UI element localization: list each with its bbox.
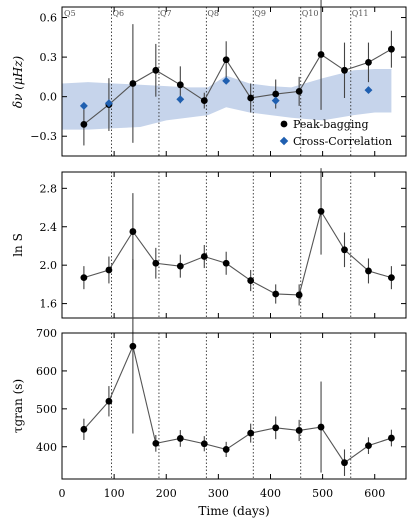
- plot-frame: [61, 6, 407, 157]
- y-tick-label: 1.6: [40, 298, 58, 311]
- quarter-label: Q11: [352, 9, 369, 18]
- plot-frame: [61, 332, 407, 480]
- data-point: [105, 266, 113, 274]
- data-point: [105, 397, 113, 405]
- data-point: [247, 429, 255, 437]
- data-point: [129, 342, 137, 350]
- quarter-boundary-lines: [111, 172, 352, 318]
- data-point: [341, 66, 348, 74]
- y-tick-label: 2.4: [40, 221, 58, 234]
- data-point: [176, 81, 184, 89]
- x-tick-label: 500: [312, 487, 333, 500]
- y-tick-label: 600: [36, 365, 57, 378]
- x-tick-label: 600: [364, 487, 385, 500]
- data-point-cross-correlation: [79, 101, 88, 110]
- y-tick-label: 400: [36, 441, 57, 454]
- data-point: [272, 90, 280, 98]
- legend-label-cross-correlation: Cross-Correlation: [293, 135, 392, 148]
- data-point: [272, 290, 280, 298]
- y-tick-label: 700: [36, 327, 57, 340]
- data-point: [176, 435, 184, 442]
- data-point: [152, 259, 160, 267]
- data-point: [317, 207, 325, 215]
- y-tick-label: −0.3: [30, 130, 57, 143]
- data-point: [365, 267, 372, 275]
- x-tick-label: 0: [59, 487, 66, 500]
- series-line: [83, 344, 392, 464]
- legend-label-peak-bagging: Peak-bagging: [293, 118, 369, 131]
- x-tick-label: 200: [156, 487, 177, 500]
- data-point: [152, 439, 160, 447]
- data-point: [200, 97, 208, 105]
- data-point-cross-correlation: [104, 99, 113, 108]
- panel-tau-gran: 400 500 600 700 0 100 200 300 400 500 600 τgran (…: [11, 259, 407, 518]
- y-axis-label: ln S: [11, 233, 25, 257]
- x-axis-label: Time (days): [198, 504, 269, 518]
- data-point: [129, 228, 137, 235]
- legend: Peak-bagging Cross-Correlation: [279, 118, 392, 148]
- quarter-label: Q8: [207, 9, 219, 18]
- quarter-boundary-lines: [111, 7, 352, 156]
- y-axis-label: δν (μHz): [11, 56, 25, 109]
- data-point: [388, 434, 395, 442]
- data-point: [388, 45, 395, 53]
- data-point: [222, 56, 230, 64]
- data-point: [365, 442, 372, 450]
- data-point: [317, 423, 325, 431]
- data-point: [247, 94, 255, 102]
- data-point: [222, 446, 230, 453]
- data-point: [317, 51, 325, 58]
- x-tick-label: 400: [260, 487, 281, 500]
- panel-frequency-shift: Q5 Q6 Q7 Q8 Q9 Q10 Q11 −0.30.00.30.6 δν (μHz) …: [11, 0, 407, 157]
- y-axis-label: τgran (s): [11, 379, 25, 433]
- data-point: [129, 80, 137, 87]
- data-point: [152, 66, 160, 74]
- quarter-label: Q6: [113, 9, 125, 18]
- legend-marker-peak-bagging: [280, 120, 288, 128]
- y-tick-label: 0.3: [40, 51, 58, 64]
- series-line: [83, 209, 392, 296]
- panel-ln-s: 1.6 2.0 2.4 2.8 ln S: [11, 168, 407, 319]
- quarter-labels: Q5 Q6 Q7 Q8 Q9 Q10 Q11: [64, 9, 368, 18]
- data-point: [295, 291, 303, 299]
- data-point: [200, 440, 208, 448]
- data-point: [222, 259, 230, 267]
- quarter-label: Q7: [160, 9, 172, 18]
- x-tick-label: 300: [208, 487, 229, 500]
- plot-frame: [61, 171, 407, 319]
- uncertainty-band: [62, 68, 392, 130]
- data-point: [80, 120, 88, 128]
- y-tick-label: 500: [36, 403, 57, 416]
- data-point: [80, 425, 88, 433]
- data-point: [247, 277, 255, 284]
- y-tick-label: 0.6: [40, 12, 58, 25]
- data-point: [80, 274, 88, 282]
- data-point: [200, 253, 208, 260]
- data-point-cross-correlation: [222, 76, 231, 85]
- data-point: [341, 459, 348, 467]
- data-point: [295, 427, 303, 434]
- y-tick-label: 2.8: [40, 182, 58, 195]
- data-point: [272, 424, 280, 432]
- data-point: [365, 58, 372, 66]
- quarter-label: Q5: [64, 9, 76, 18]
- data-point: [176, 262, 184, 270]
- x-axis-ticks: 0 100 200 300 400 500 600: [59, 487, 386, 500]
- quarter-label: Q10: [302, 9, 319, 18]
- y-tick-label: 2.0: [40, 259, 58, 272]
- series-line: [83, 48, 392, 125]
- y-tick-label: 0.0: [40, 91, 58, 104]
- data-point: [388, 274, 395, 282]
- quarter-label: Q9: [254, 9, 266, 18]
- legend-marker-cross-correlation: [279, 136, 289, 146]
- x-tick-label: 100: [104, 487, 125, 500]
- data-point: [295, 87, 303, 95]
- data-point: [341, 246, 348, 254]
